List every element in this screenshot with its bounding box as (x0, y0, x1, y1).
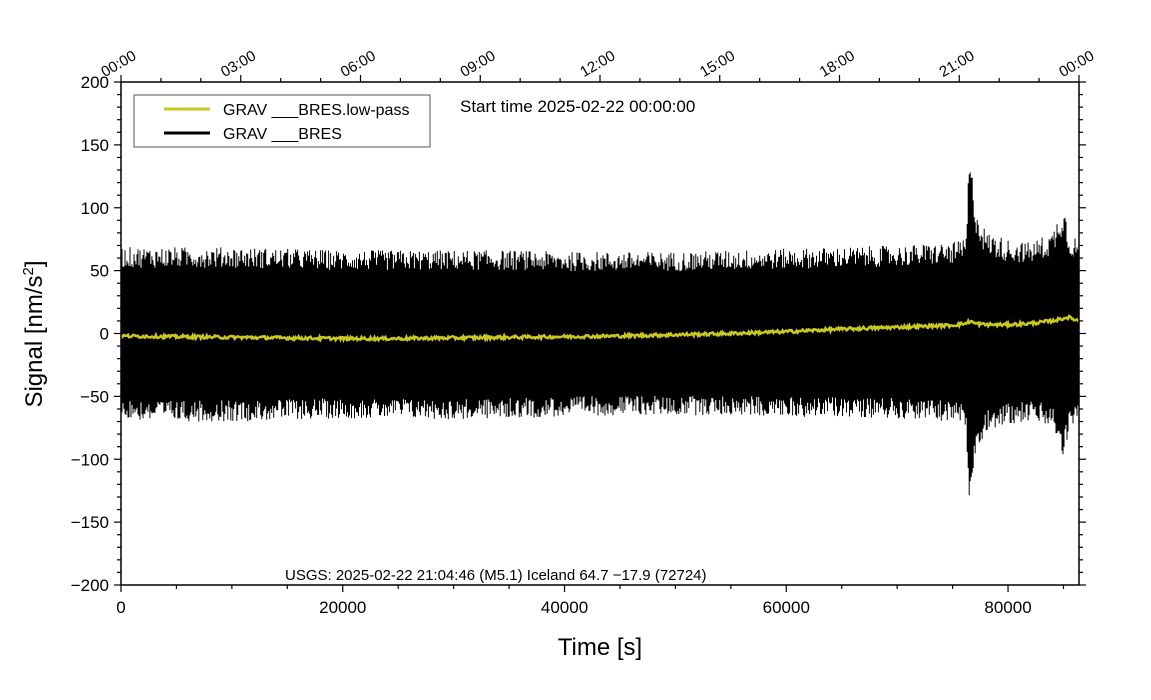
x-tick-label: 40000 (541, 598, 588, 617)
y-tick-label: −100 (71, 450, 109, 469)
y-axis-title-end: ] (21, 260, 48, 267)
x-tick-label: 80000 (984, 598, 1031, 617)
y-axis-title-sup: 2 (20, 267, 37, 275)
y-tick-label: 0 (100, 325, 109, 344)
legend-label-lowpass: GRAV ___BRES.low-pass (223, 102, 409, 119)
legend-box (133, 94, 431, 148)
plot-area (121, 172, 1079, 496)
y-tick-label: −200 (71, 576, 109, 595)
y-tick-label: −150 (71, 513, 109, 532)
raw-signal-spikes (121, 172, 1079, 496)
x-tick-label: 0 (116, 598, 125, 617)
legend: GRAV ___BRES.low-pass GRAV ___BRES (133, 94, 431, 148)
y-tick-label: 200 (81, 73, 109, 92)
y-tick-label: 100 (81, 199, 109, 218)
y-tick-label: 50 (90, 262, 109, 281)
y-tick-label: −50 (80, 387, 109, 406)
start-time-label: Start time 2025-02-22 00:00:00 (460, 97, 695, 116)
lowpass-signal-trace (121, 314, 1079, 344)
y-axis-title-main: Signal [nm/s (21, 275, 48, 407)
x-axis-title: Time [s] (558, 634, 642, 661)
y-tick-label: 150 (81, 136, 109, 155)
y-axis-title: Signal [nm/s2] (20, 260, 48, 407)
x-tick-label: 20000 (319, 598, 366, 617)
legend-label-raw: GRAV ___BRES (223, 126, 342, 143)
axis-ticks (114, 75, 1086, 592)
event-annotation: USGS: 2025-02-22 21:04:46 (M5.1) Iceland… (285, 567, 707, 584)
x-tick-label: 60000 (763, 598, 810, 617)
